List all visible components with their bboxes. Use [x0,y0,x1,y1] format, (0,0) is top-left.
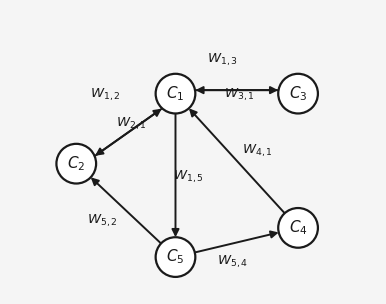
Text: $W_{1,3}$: $W_{1,3}$ [207,52,238,68]
Text: $C_3$: $C_3$ [289,84,307,103]
Text: $W_{4,1}$: $W_{4,1}$ [242,142,273,159]
Text: $C_2$: $C_2$ [67,154,85,173]
Text: $C_1$: $C_1$ [166,84,185,103]
Text: $W_{5,4}$: $W_{5,4}$ [217,253,248,270]
Text: $C_4$: $C_4$ [289,219,307,237]
Text: $W_{1,5}$: $W_{1,5}$ [173,169,204,185]
Text: $C_5$: $C_5$ [166,248,185,266]
Text: $W_{2,1}$: $W_{2,1}$ [116,116,147,133]
Text: $W_{5,2}$: $W_{5,2}$ [87,212,118,229]
Circle shape [156,74,195,113]
Circle shape [278,208,318,248]
Circle shape [156,237,195,277]
Text: $W_{1,2}$: $W_{1,2}$ [90,87,121,103]
Text: $W_{3,1}$: $W_{3,1}$ [224,87,255,103]
Circle shape [278,74,318,113]
Circle shape [56,144,96,184]
